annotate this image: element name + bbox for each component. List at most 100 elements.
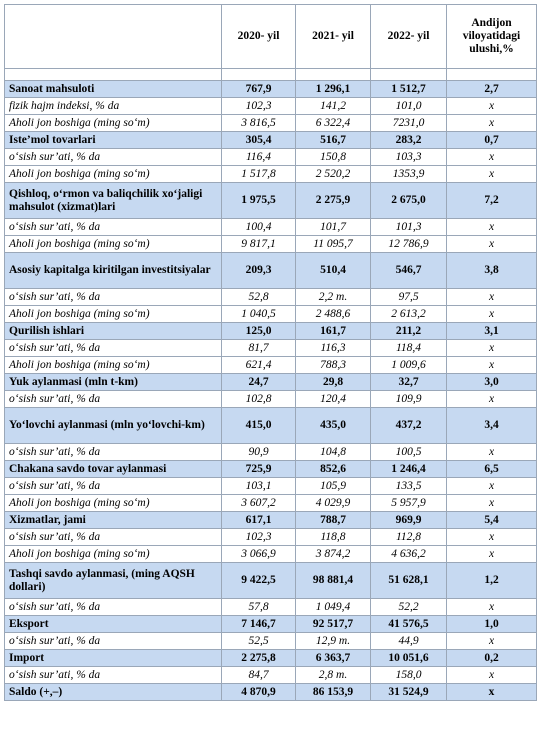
cell-y2021: 2 488,6: [295, 305, 371, 323]
cell-y2020: 415,0: [221, 407, 296, 444]
table-row-subindicator: Aholi jon boshiga (ming so‘m) 3 607,2 4 02…: [4, 494, 537, 512]
cell-share: x: [446, 305, 537, 323]
cell-y2020: 102,3: [221, 97, 296, 115]
cell-share: x: [446, 218, 537, 236]
cell-y2022: 283,2: [370, 131, 447, 149]
table-row-subindicator: o‘sish sur’ati, % da 102,8 120,4 109,9 x: [4, 390, 537, 408]
table-row-subindicator: Aholi jon boshiga (ming so‘m) 1 040,5 2 48…: [4, 305, 537, 323]
cell-y2020: 81,7: [221, 339, 296, 357]
cell-y2021: 12,9 m.: [295, 632, 371, 650]
header-cell-share: Andijon viloyatidagi ulushi,%: [446, 4, 537, 69]
table-row-indicator: Yo‘lovchi aylanmasi (mln yo‘lovchi-km) 41…: [4, 407, 537, 444]
cell-indicator: Qurilish ishlari: [4, 322, 222, 340]
cell-y2022: 5 957,9: [370, 494, 447, 512]
cell-y2022: 4 636,2: [370, 545, 447, 563]
cell-share: x: [446, 443, 537, 461]
cell-y2020: 90,9: [221, 443, 296, 461]
table-row-subindicator: o‘sish sur’ati, % da 52,5 12,9 m. 44,9 x: [4, 632, 537, 650]
table-row-indicator: Tashqi savdo aylanmasi, (ming AQSH dolla…: [4, 562, 537, 599]
cell-y2021: 1 049,4: [295, 598, 371, 616]
cell-y2022: 44,9: [370, 632, 447, 650]
cell-indicator: o‘sish sur’ati, % da: [4, 148, 222, 166]
cell-indicator: Sanoat mahsuloti: [4, 80, 222, 98]
cell-y2022: 969,9: [370, 511, 447, 529]
cell-y2022: [370, 68, 447, 81]
table-row-indicator: Xizmatlar, jami 617,1 788,7 969,9 5,4: [4, 511, 537, 529]
cell-y2022: 41 576,5: [370, 615, 447, 633]
cell-y2022: 32,7: [370, 373, 447, 391]
table-row-subindicator: o‘sish sur’ati, % da 116,4 150,8 103,3 x: [4, 148, 537, 166]
cell-share: 1,0: [446, 615, 537, 633]
cell-y2020: 116,4: [221, 148, 296, 166]
cell-share: x: [446, 683, 537, 701]
cell-y2020: 725,9: [221, 460, 296, 478]
cell-indicator: o‘sish sur’ati, % da: [4, 288, 222, 306]
cell-y2020: 1 975,5: [221, 182, 296, 219]
cell-indicator: o‘sish sur’ati, % da: [4, 528, 222, 546]
table-row-subindicator: o‘sish sur’ati, % da 103,1 105,9 133,5 x: [4, 477, 537, 495]
header-cell-indicator: [4, 4, 222, 69]
table-row-subindicator: Aholi jon boshiga (ming so‘m) 3 816,5 6 32…: [4, 114, 537, 132]
cell-y2020: 102,3: [221, 528, 296, 546]
table-row-subindicator: fizik hajm indeksi, % da 102,3 141,2 101,0 x: [4, 97, 537, 115]
cell-share: x: [446, 390, 537, 408]
cell-y2020: 100,4: [221, 218, 296, 236]
cell-y2020: 1 040,5: [221, 305, 296, 323]
cell-y2022: 1 512,7: [370, 80, 447, 98]
table-row-spacer: [4, 68, 537, 81]
cell-y2022: 211,2: [370, 322, 447, 340]
cell-y2020: 209,3: [221, 252, 296, 289]
cell-share: x: [446, 339, 537, 357]
table-row-indicator: Chakana savdo tovar aylanmasi 725,9 852,6 1…: [4, 460, 537, 478]
cell-indicator: Eksport: [4, 615, 222, 633]
cell-y2020: 57,8: [221, 598, 296, 616]
cell-share: 0,7: [446, 131, 537, 149]
cell-share: x: [446, 528, 537, 546]
table-row-indicator: Qishloq, o‘rmon va baliqchilik xo‘jaligi…: [4, 182, 537, 219]
cell-indicator: o‘sish sur’ati, % da: [4, 339, 222, 357]
table-row-indicator: Saldo (+,–) 4 870,9 86 153,9 31 524,9 x: [4, 683, 537, 701]
cell-y2021: 86 153,9: [295, 683, 371, 701]
cell-y2021: 2 520,2: [295, 165, 371, 183]
cell-y2020: 9 422,5: [221, 562, 296, 599]
cell-indicator: o‘sish sur’ati, % da: [4, 632, 222, 650]
cell-indicator: Yo‘lovchi aylanmasi (mln yo‘lovchi-km): [4, 407, 222, 444]
cell-y2021: 105,9: [295, 477, 371, 495]
cell-y2020: 3 816,5: [221, 114, 296, 132]
table-row-subindicator: o‘sish sur’ati, % da 90,9 104,8 100,5 x: [4, 443, 537, 461]
cell-y2022: 7231,0: [370, 114, 447, 132]
cell-indicator: o‘sish sur’ati, % da: [4, 598, 222, 616]
cell-y2022: 112,8: [370, 528, 447, 546]
cell-y2021: 116,3: [295, 339, 371, 357]
cell-share: x: [446, 545, 537, 563]
cell-y2022: 133,5: [370, 477, 447, 495]
cell-indicator: Qishloq, o‘rmon va baliqchilik xo‘jaligi…: [4, 182, 222, 219]
cell-share: x: [446, 356, 537, 374]
cell-indicator: Xizmatlar, jami: [4, 511, 222, 529]
cell-y2021: 161,7: [295, 322, 371, 340]
cell-y2020: 9 817,1: [221, 235, 296, 253]
cell-share: x: [446, 114, 537, 132]
header-cell-2020: 2020- yil: [221, 4, 296, 69]
cell-y2022: 158,0: [370, 666, 447, 684]
cell-y2020: 7 146,7: [221, 615, 296, 633]
table-row-subindicator: Aholi jon boshiga (ming so‘m) 9 817,1 11 0…: [4, 235, 537, 253]
table-row-subindicator: o‘sish sur’ati, % da 52,8 2,2 m. 97,5 x: [4, 288, 537, 306]
table-row-subindicator: Aholi jon boshiga (ming so‘m) 3 066,9 3 87…: [4, 545, 537, 563]
table-row-indicator: Asosiy kapitalga kiritilgan investitsiya…: [4, 252, 537, 289]
cell-y2021: 510,4: [295, 252, 371, 289]
cell-share: x: [446, 165, 537, 183]
cell-indicator: [4, 68, 222, 81]
cell-share: 0,2: [446, 649, 537, 667]
cell-indicator: Iste’mol tovarlari: [4, 131, 222, 149]
cell-y2020: 767,9: [221, 80, 296, 98]
cell-y2022: 97,5: [370, 288, 447, 306]
cell-y2020: 3 607,2: [221, 494, 296, 512]
cell-share: x: [446, 288, 537, 306]
cell-indicator: Yuk aylanmasi (mln t-km): [4, 373, 222, 391]
cell-y2020: 3 066,9: [221, 545, 296, 563]
cell-y2020: 1 517,8: [221, 165, 296, 183]
cell-indicator: Asosiy kapitalga kiritilgan investitsiya…: [4, 252, 222, 289]
cell-indicator: Aholi jon boshiga (ming so‘m): [4, 494, 222, 512]
cell-indicator: fizik hajm indeksi, % da: [4, 97, 222, 115]
